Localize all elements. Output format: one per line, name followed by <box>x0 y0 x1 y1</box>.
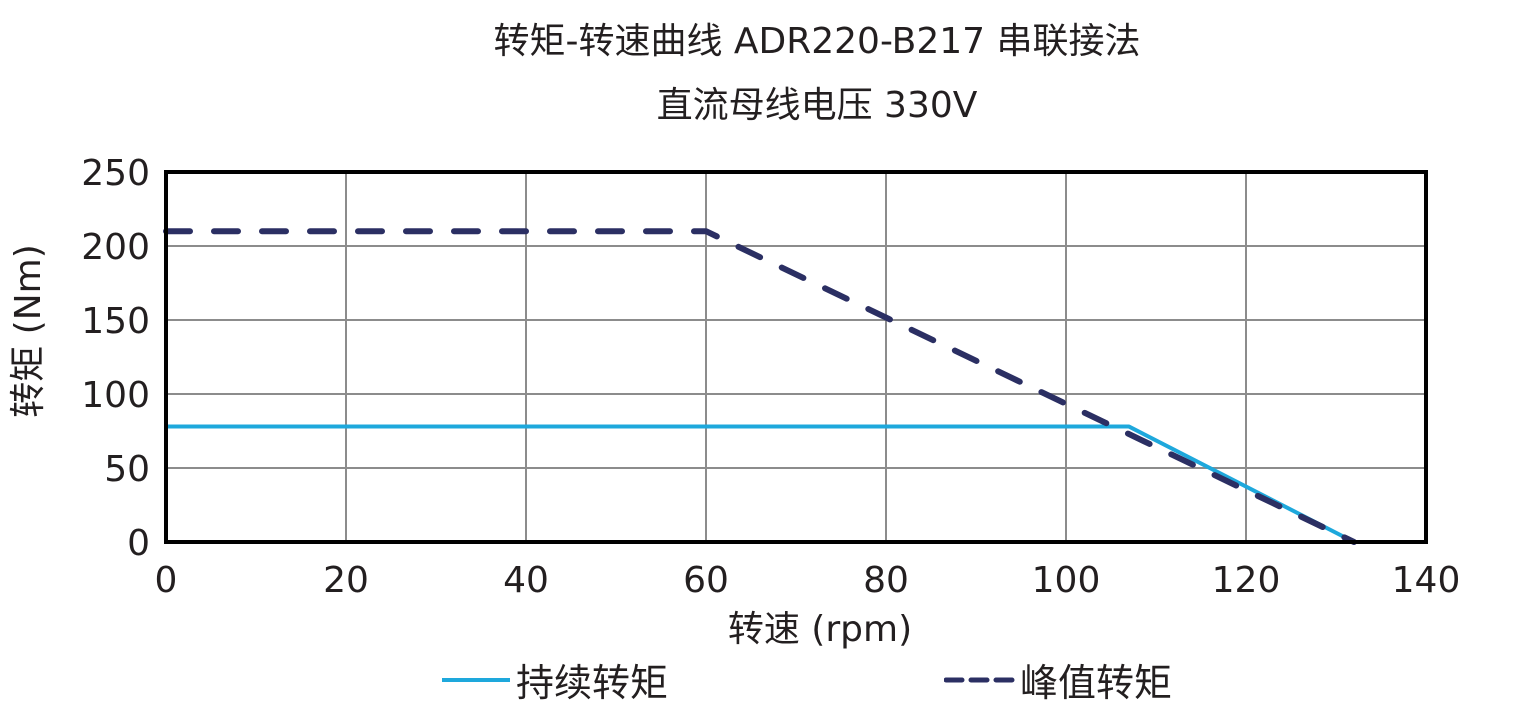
x-tick-label: 100 <box>1032 560 1101 601</box>
y-tick-label: 100 <box>81 375 150 416</box>
x-tick-label: 0 <box>155 560 178 601</box>
x-axis-label: 转速 (rpm) <box>727 609 913 650</box>
y-axis-label: 转矩 (Nm) <box>8 244 49 418</box>
y-tick-label: 150 <box>81 301 150 342</box>
dashed-line-icon <box>944 677 1016 682</box>
continuous-torque-line <box>166 424 1355 544</box>
peak-torque-line <box>163 228 1357 545</box>
legend-label-continuous: 持续转矩 <box>516 661 669 705</box>
y-tick-label: 200 <box>81 227 150 268</box>
x-tick-label: 40 <box>503 560 549 601</box>
y-tick-label: 50 <box>104 449 150 490</box>
plot-frame <box>164 170 1428 544</box>
legend-item-peak: 峰值转矩 <box>944 652 1172 707</box>
x-tick-label: 120 <box>1212 560 1281 601</box>
x-tick-label: 140 <box>1392 560 1461 601</box>
x-tick-label: 20 <box>323 560 369 601</box>
chart-subtitle: 直流母线电压 330V <box>656 85 978 126</box>
y-tick-label: 250 <box>81 153 150 194</box>
x-tick-label: 80 <box>863 560 909 601</box>
legend-label-peak: 峰值转矩 <box>1020 661 1173 705</box>
y-tick-label: 0 <box>127 523 150 564</box>
x-tick-label: 60 <box>683 560 729 601</box>
chart-title: 转矩-转速曲线 ADR220-B217 串联接法 <box>493 21 1141 62</box>
legend-item-continuous: 持续转矩 <box>442 652 668 707</box>
solid-line-icon <box>442 677 510 682</box>
